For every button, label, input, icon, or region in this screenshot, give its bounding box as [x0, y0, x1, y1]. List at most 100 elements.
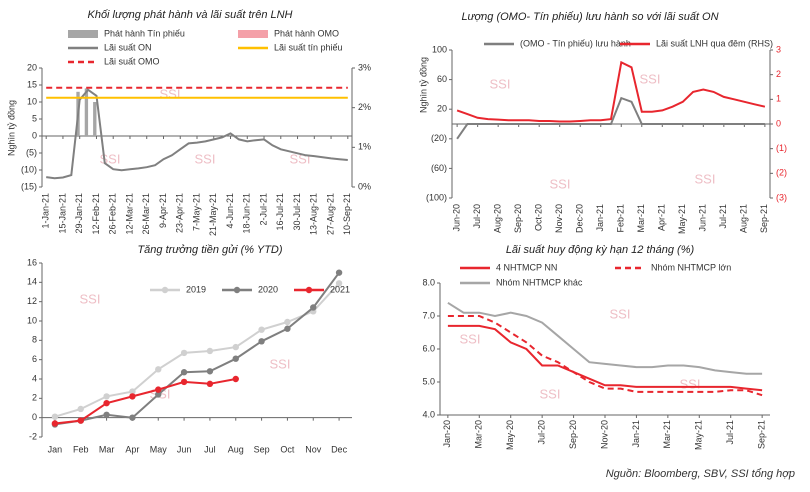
- x-tick-label: 1-Jan-21: [41, 193, 51, 229]
- legend-marker: [161, 286, 169, 294]
- watermark: SSI: [195, 151, 216, 166]
- chart-title: Khối lượng phát hành và lãi suất trên LN…: [87, 9, 292, 21]
- x-tick-label: 10-Sep-21: [342, 193, 352, 235]
- x-tick-label: Jul-21: [718, 204, 728, 229]
- x-tick-label: Jun-21: [698, 204, 708, 232]
- point: [77, 417, 84, 424]
- y2-tick-label: 1: [776, 94, 781, 104]
- y-tick-label: -2: [29, 431, 37, 441]
- y-tick-label: 20: [27, 62, 37, 72]
- x-tick-label: Mar-21: [636, 204, 646, 233]
- watermark: SSI: [80, 291, 101, 306]
- bar: [84, 88, 89, 136]
- y-tick-label: (60): [431, 163, 447, 173]
- y-tick-label: 0: [32, 412, 37, 422]
- line-series: [54, 282, 340, 418]
- legend-label: Nhóm NHTMCP lớn: [651, 262, 731, 272]
- point: [232, 343, 239, 351]
- y-tick-label: 0: [32, 130, 37, 140]
- x-tick-label: May-20: [505, 420, 515, 450]
- chart-title: Tăng trưởng tiền gửi (% YTD): [137, 244, 282, 256]
- y-axis-title: Nghìn tỷ đồng: [6, 100, 16, 156]
- x-tick-label: Dec-20: [575, 204, 585, 233]
- x-tick-label: Sep: [254, 444, 270, 454]
- x-tick-label: Jan-21: [631, 420, 641, 448]
- point: [155, 366, 162, 373]
- y-tick-label: 7.0: [422, 310, 435, 320]
- x-tick-label: Jan-21: [595, 204, 605, 232]
- legend-label: Lãi suất LNH qua đêm (RHS): [656, 38, 773, 48]
- y-axis-title: Nghìn tỷ đồng: [418, 57, 428, 113]
- x-tick-label: 23-Apr-21: [175, 193, 185, 233]
- x-tick-label: 30-Jul-21: [292, 193, 302, 231]
- x-tick-label: 27-Aug-21: [325, 193, 335, 235]
- legend-label: Phát hành Tín phiếu: [104, 28, 185, 38]
- y-tick-label: 6: [32, 354, 37, 364]
- point: [51, 413, 59, 420]
- x-tick-label: Aug-21: [739, 204, 749, 233]
- y-tick-label: 14: [27, 277, 37, 287]
- y-tick-label: 16: [27, 257, 37, 267]
- legend-swatch: [238, 30, 268, 38]
- y-tick-label: 10: [27, 96, 37, 106]
- x-tick-label: 29-Jan-21: [74, 193, 84, 234]
- watermark: SSI: [680, 376, 701, 391]
- point: [129, 393, 136, 400]
- x-tick-label: Jul-20: [472, 204, 482, 229]
- x-tick-label: Aug-20: [493, 204, 503, 233]
- x-tick-label: Aug: [228, 444, 244, 454]
- x-tick-label: Sep-20: [568, 420, 578, 449]
- point: [335, 269, 343, 276]
- y-tick-label: 4: [32, 373, 37, 383]
- x-tick-label: Nov-20: [599, 420, 609, 449]
- x-tick-label: May: [150, 444, 168, 454]
- y-tick-label: (20): [431, 133, 447, 143]
- y-tick-label: 8: [32, 335, 37, 345]
- point: [155, 386, 162, 393]
- y-tick-label: 4.0: [422, 409, 435, 419]
- x-tick-label: 12-Feb-21: [91, 193, 101, 235]
- y2-tick-label: (2): [776, 168, 787, 178]
- point: [258, 326, 265, 333]
- y2-tick-label: 3%: [358, 62, 371, 72]
- x-tick-label: 12-Mar-21: [124, 193, 134, 235]
- x-tick-label: 9-Apr-21: [158, 193, 168, 228]
- y2-tick-label: 3: [776, 44, 781, 54]
- x-tick-label: 26-Feb-21: [108, 193, 118, 235]
- y-tick-label: 5: [32, 113, 37, 123]
- chart-title: Lãi suất huy động kỳ hạn 12 tháng (%): [506, 244, 695, 256]
- watermark: SSI: [540, 386, 561, 401]
- x-tick-label: Mar: [99, 444, 115, 454]
- point: [335, 280, 343, 287]
- y-tick-label: 60: [437, 74, 447, 84]
- legend-label: Phát hành OMO: [274, 28, 339, 38]
- x-tick-label: Feb-21: [616, 204, 626, 233]
- point: [155, 391, 162, 398]
- point: [180, 378, 188, 386]
- x-tick-label: Jul-20: [537, 420, 547, 445]
- point: [180, 369, 188, 376]
- line-series: [54, 378, 236, 425]
- x-tick-label: Mar-20: [474, 420, 484, 449]
- legend-label: 2019: [186, 284, 206, 294]
- point: [310, 304, 317, 311]
- legend-label: Lãi suất OMO: [104, 56, 160, 66]
- legend-swatch: [68, 30, 98, 38]
- watermark: SSI: [490, 76, 511, 91]
- point: [129, 388, 136, 395]
- legend-label: Lãi suất tín phiếu: [274, 42, 343, 52]
- x-tick-label: Sep-20: [513, 204, 523, 233]
- y2-tick-label: 2%: [358, 102, 371, 112]
- x-tick-label: Nov-20: [554, 204, 564, 233]
- x-tick-label: Jun-20: [452, 204, 462, 232]
- source-note: Nguồn: Bloomberg, SBV, SSI tổng hợp: [606, 468, 795, 480]
- point: [232, 375, 239, 383]
- y-tick-label: 5.0: [422, 376, 435, 386]
- x-tick-label: Jul: [204, 444, 216, 454]
- y-tick-label: (10): [21, 164, 37, 174]
- point: [284, 318, 291, 326]
- y-tick-label: 15: [27, 79, 37, 89]
- chart-title: Lượng (OMO- Tín phiếu) lưu hành so với l…: [461, 11, 718, 23]
- x-tick-label: May-21: [694, 420, 704, 450]
